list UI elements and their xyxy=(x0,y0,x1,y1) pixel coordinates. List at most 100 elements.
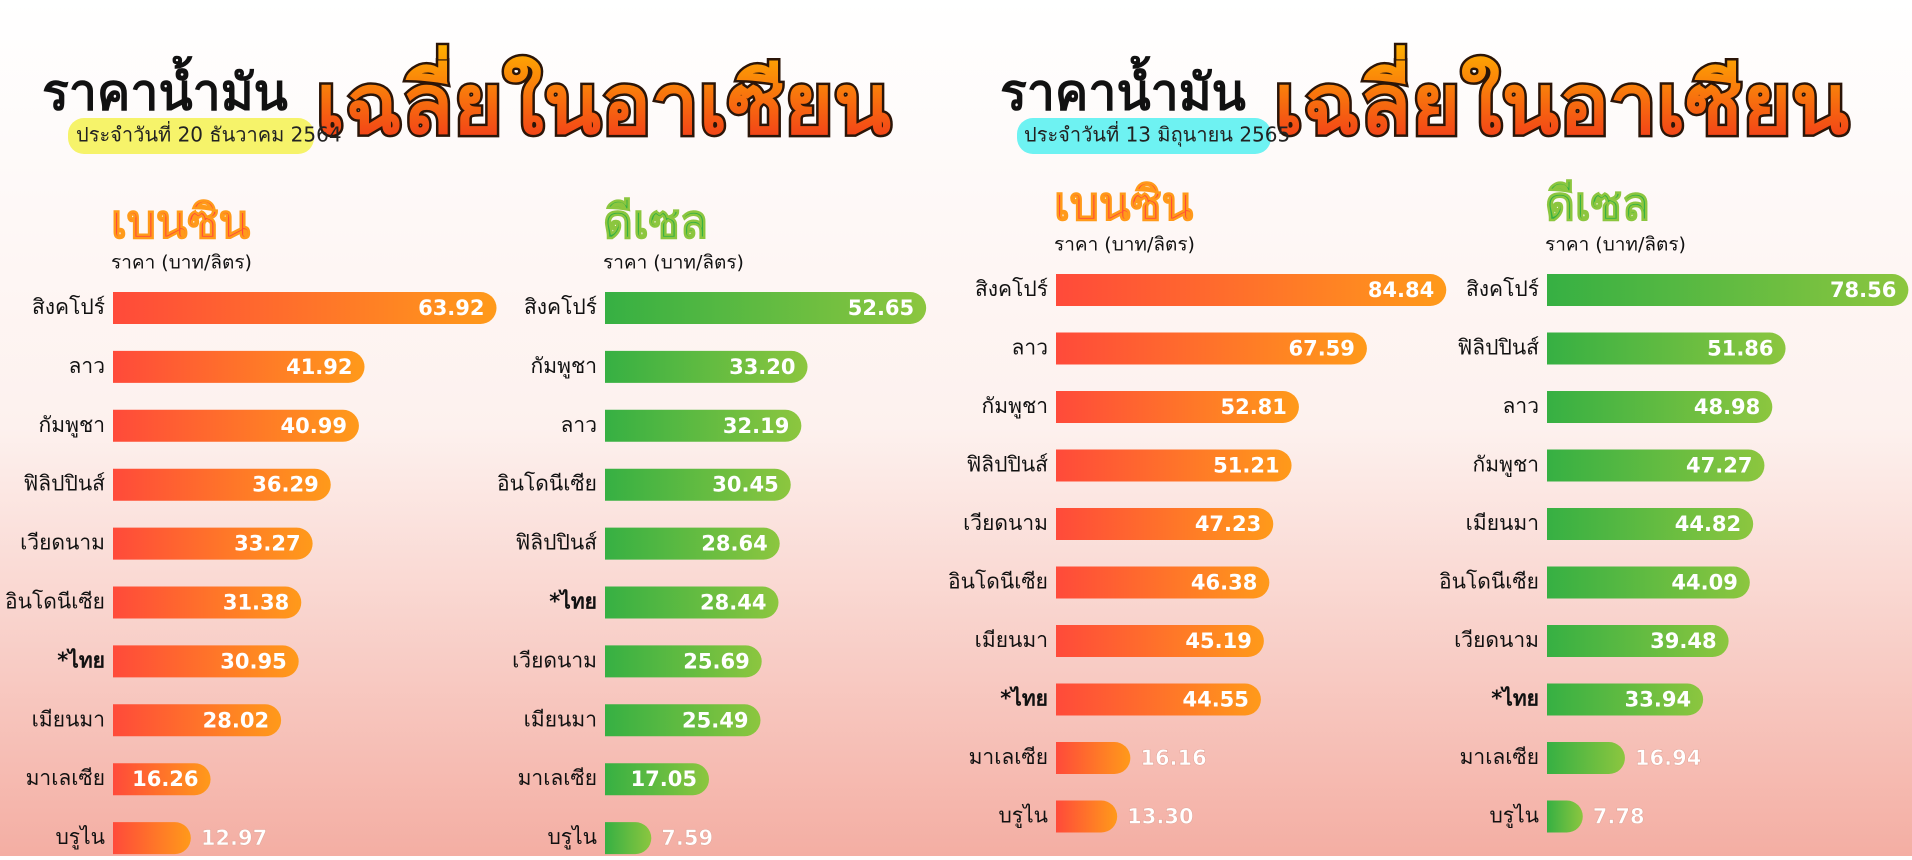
bar xyxy=(605,527,780,560)
value-label: 52.65 xyxy=(848,296,914,320)
category-label: เมียนมา xyxy=(975,628,1048,652)
category-label: กัมพูชา xyxy=(531,354,597,379)
value-label: 25.69 xyxy=(683,649,749,673)
bar xyxy=(1547,274,1909,306)
category-label: เวียดนาม xyxy=(20,531,105,555)
category-label: มาเลเซีย xyxy=(518,766,597,790)
value-label: 39.48 xyxy=(1650,629,1716,653)
value-label: 30.45 xyxy=(712,473,778,497)
category-label: ลาว xyxy=(561,413,597,437)
category-label: ฟิลิปปินส์ xyxy=(1457,336,1539,360)
category-label: เวียดนาม xyxy=(1454,628,1539,652)
bar xyxy=(1056,800,1118,833)
chart-title: ดีเซล xyxy=(1545,177,1650,231)
chart-title: เบนซิน xyxy=(111,195,251,249)
category-label: เวียดนาม xyxy=(963,511,1048,535)
category-label: ลาว xyxy=(69,354,105,378)
bar xyxy=(1056,332,1367,365)
category-label: *ไทย xyxy=(57,647,105,672)
value-label: 17.05 xyxy=(631,767,697,791)
bar xyxy=(113,292,497,324)
bar xyxy=(1056,508,1274,540)
bar xyxy=(1547,566,1750,599)
category-label: บรูไน xyxy=(998,804,1048,829)
bar xyxy=(1056,274,1447,306)
value-label: 46.38 xyxy=(1191,571,1257,595)
value-label: 28.64 xyxy=(701,532,767,556)
value-label: 47.23 xyxy=(1195,512,1261,536)
panel-date: ประจำวันที่ 20 ธันวาคม 2564 xyxy=(76,121,342,147)
category-label: อินโดนีเซีย xyxy=(5,590,105,614)
category-label: มาเลเซีย xyxy=(1460,745,1539,769)
chart-subtitle: ราคา (บาท/ลิตร) xyxy=(111,252,252,274)
value-label: 52.81 xyxy=(1220,395,1286,419)
bar xyxy=(1056,449,1292,482)
value-label: 25.49 xyxy=(682,708,748,732)
chart-subtitle: ราคา (บาท/ลิตร) xyxy=(1545,234,1686,256)
bar xyxy=(113,704,282,737)
value-label: 33.27 xyxy=(234,532,300,556)
bar xyxy=(1056,742,1131,774)
value-label: 40.99 xyxy=(281,414,347,438)
category-label: *ไทย xyxy=(1000,686,1048,711)
value-label: 32.19 xyxy=(723,414,789,438)
category-label: บรูไน xyxy=(55,825,105,850)
value-label: 44.82 xyxy=(1675,512,1741,536)
value-label: 7.59 xyxy=(661,826,713,850)
bar xyxy=(1547,391,1773,423)
date-highlight xyxy=(1017,118,1271,154)
bar xyxy=(1547,449,1765,482)
bar xyxy=(605,645,762,678)
bar xyxy=(1547,742,1625,774)
category-label: ลาว xyxy=(1012,336,1048,360)
category-label: สิงคโปร์ xyxy=(1466,277,1539,301)
bar xyxy=(605,586,779,619)
bar xyxy=(605,292,927,324)
chart-subtitle: ราคา (บาท/ลิตร) xyxy=(1054,234,1195,256)
bar xyxy=(605,468,791,501)
category-label: บรูไน xyxy=(1489,804,1539,829)
date-highlight xyxy=(68,118,314,154)
value-label: 51.86 xyxy=(1707,337,1773,361)
value-label: 33.94 xyxy=(1625,688,1691,712)
value-label: 33.20 xyxy=(729,355,795,379)
bar xyxy=(1547,332,1786,365)
category-label: สิงคโปร์ xyxy=(975,277,1048,301)
bar xyxy=(113,645,299,678)
panel-headline: เฉลี่ยในอาเซียน xyxy=(316,45,891,153)
value-label: 44.55 xyxy=(1182,688,1248,712)
panel-title: ราคาน้ำมัน xyxy=(1000,56,1246,122)
category-label: กัมพูชา xyxy=(982,394,1048,419)
bar xyxy=(113,586,302,619)
category-label: เมียนมา xyxy=(1466,511,1539,535)
category-label: เมียนมา xyxy=(524,707,597,731)
category-label: กัมพูชา xyxy=(1473,453,1539,478)
bar xyxy=(1547,625,1729,657)
bar xyxy=(113,527,313,560)
value-label: 13.30 xyxy=(1127,805,1193,829)
bar xyxy=(605,704,761,737)
bar xyxy=(605,822,652,855)
value-label: 12.97 xyxy=(201,826,267,850)
category-label: บรูไน xyxy=(547,825,597,850)
bar xyxy=(1056,566,1270,599)
value-label: 30.95 xyxy=(220,649,286,673)
value-label: 28.02 xyxy=(203,708,269,732)
category-label: อินโดนีเซีย xyxy=(948,570,1048,594)
bar xyxy=(113,468,331,501)
category-label: มาเลเซีย xyxy=(969,745,1048,769)
category-label: อินโดนีเซีย xyxy=(497,472,597,496)
bar xyxy=(1056,391,1299,423)
value-label: 48.98 xyxy=(1694,395,1760,419)
value-label: 16.16 xyxy=(1140,746,1206,770)
value-label: 63.92 xyxy=(418,296,484,320)
bar xyxy=(113,409,359,442)
value-label: 47.27 xyxy=(1686,454,1752,478)
value-label: 51.21 xyxy=(1213,454,1279,478)
category-label: อินโดนีเซีย xyxy=(1439,570,1539,594)
category-label: สิงคโปร์ xyxy=(524,295,597,319)
category-label: สิงคโปร์ xyxy=(32,295,105,319)
value-label: 36.29 xyxy=(252,473,318,497)
